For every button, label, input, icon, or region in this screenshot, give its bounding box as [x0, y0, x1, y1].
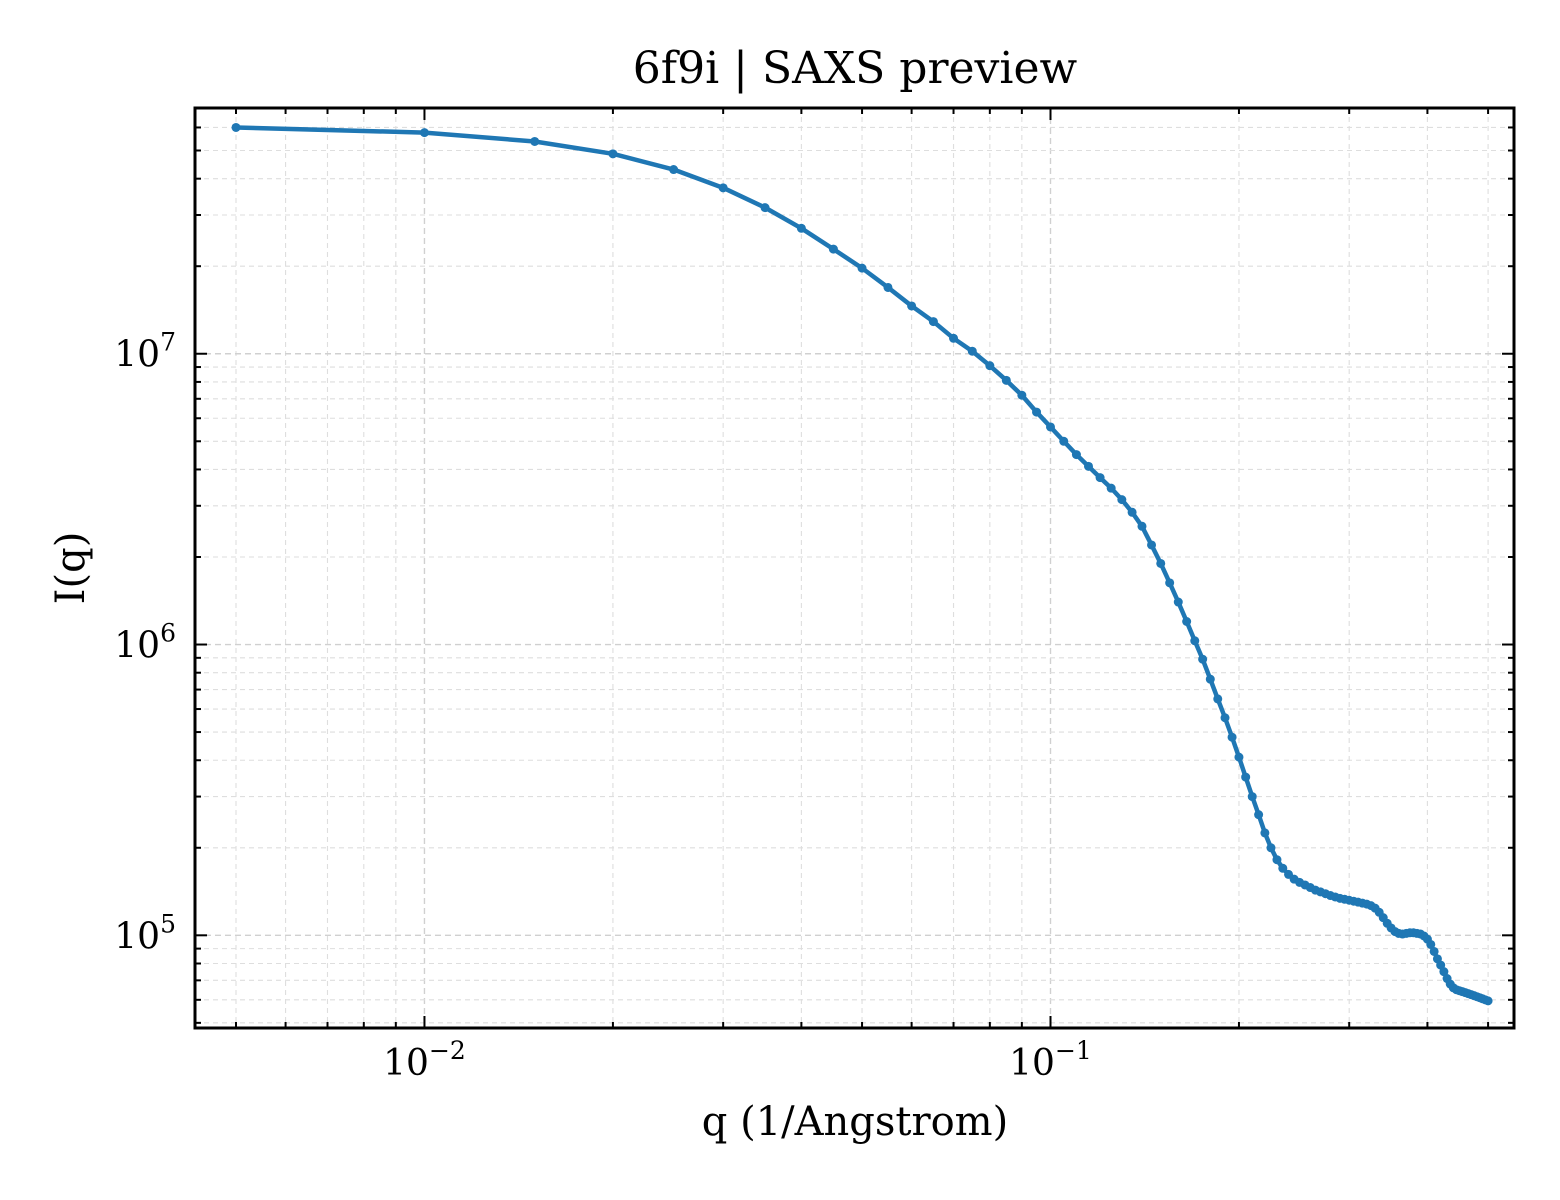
data-point	[985, 361, 995, 371]
x-tick-labels: 10−2 10−1	[383, 1036, 1092, 1084]
data-point	[1254, 810, 1264, 820]
data-point	[1173, 597, 1183, 607]
y-tick-label: 107	[114, 328, 176, 376]
data-point	[1001, 375, 1011, 385]
y-axis-label: I(q)	[48, 532, 94, 605]
data-point	[1147, 540, 1157, 550]
x-tick-label: 10−1	[1009, 1036, 1092, 1084]
data-point	[1205, 674, 1215, 684]
data-point	[1117, 495, 1127, 505]
data-point	[1227, 732, 1237, 742]
data-point	[1429, 946, 1439, 956]
x-axis-label: q (1/Angstrom)	[702, 1099, 1008, 1145]
y-tick-label: 106	[114, 619, 176, 667]
x-tick-label: 10−2	[383, 1036, 466, 1084]
data-point	[857, 263, 867, 273]
data-point	[796, 223, 806, 233]
data-point	[1234, 752, 1244, 762]
data-point	[669, 165, 679, 175]
data-point	[231, 122, 241, 132]
data-point	[1213, 694, 1223, 704]
data-point	[1220, 713, 1230, 723]
data-point	[1106, 483, 1116, 493]
data-point	[928, 317, 938, 327]
data-point	[1198, 654, 1208, 664]
data-point	[1032, 407, 1042, 417]
data-point	[1260, 828, 1270, 838]
data-point	[1266, 843, 1276, 853]
data-point	[1426, 939, 1436, 949]
data-point	[883, 282, 893, 292]
plot-frame	[193, 106, 1516, 1030]
data-point	[1241, 772, 1251, 782]
y-tick-labels: 105 106 107	[114, 328, 176, 958]
data-point	[1059, 436, 1069, 446]
data-point	[1127, 507, 1137, 517]
data-point	[1190, 636, 1200, 646]
y-tick-label: 105	[114, 909, 176, 957]
data-point	[1247, 792, 1257, 802]
data-point	[419, 128, 429, 138]
chart-title: 6f9i | SAXS preview	[633, 43, 1078, 94]
data-point	[1137, 521, 1147, 531]
data-point	[907, 301, 917, 311]
data-point	[760, 203, 770, 213]
data-point	[718, 183, 728, 193]
data-point	[1046, 422, 1055, 432]
data-point	[1084, 461, 1093, 471]
data-point	[949, 333, 959, 343]
data-point	[1156, 558, 1166, 568]
data-point	[1272, 855, 1282, 865]
data-point	[608, 149, 618, 159]
data-point	[1095, 473, 1105, 483]
data-point	[828, 244, 838, 254]
data-point	[1165, 578, 1175, 588]
data-point	[530, 136, 540, 146]
data-point	[1182, 617, 1192, 626]
data-point	[1439, 967, 1449, 977]
data-point	[1071, 450, 1081, 460]
data-point	[967, 346, 977, 356]
data-point	[1483, 996, 1493, 1006]
data-series	[231, 122, 1493, 1006]
data-point	[1278, 863, 1288, 873]
data-point	[1017, 390, 1027, 400]
